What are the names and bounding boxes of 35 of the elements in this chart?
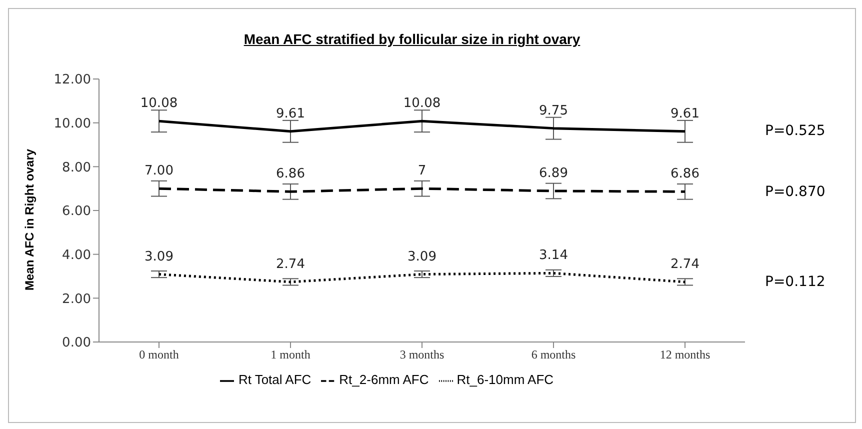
data-label: 3.14	[539, 248, 568, 264]
y-tick-label: 0.00	[62, 336, 91, 351]
data-label: 10.08	[140, 96, 178, 112]
data-label: 6.86	[276, 166, 305, 182]
y-axis-title: Mean AFC in Right ovary	[22, 148, 36, 290]
y-tick-label: 2.00	[62, 292, 91, 307]
x-tick-label: 1 month	[270, 348, 310, 362]
data-label: 9.61	[276, 106, 305, 122]
chart-title: Mean AFC stratified by follicular size in right ovary	[242, 31, 582, 47]
x-tick-label: 3 months	[400, 348, 444, 362]
x-tick-label: 0 month	[139, 348, 179, 362]
data-label: 7.00	[144, 164, 174, 179]
legend-label: Rt Total AFC	[238, 372, 312, 387]
text: P=0.525	[765, 123, 826, 140]
legend-label: Rt_2-6mm AFC	[339, 372, 429, 387]
data-label: 3.09	[408, 249, 436, 264]
data-label: 9.75	[539, 103, 568, 118]
data-label: 3.09	[144, 249, 174, 264]
data-label: 6.89	[539, 166, 568, 181]
data-label: 10.08	[403, 96, 441, 112]
legend-label: Rt_6-10mm AFC	[456, 372, 554, 387]
x-tick-label: 6 months	[531, 348, 576, 362]
y-tick-label: 8.00	[62, 160, 91, 176]
x-tick-label: 12 months	[660, 348, 710, 362]
text: P=0.112	[765, 274, 826, 290]
text: P=0.870	[765, 184, 826, 200]
data-label: 2.74	[670, 256, 700, 272]
data-label: 7	[418, 164, 426, 179]
y-tick-label: 6.00	[62, 204, 91, 220]
data-label: 9.61	[670, 106, 700, 122]
data-label: 2.74	[276, 256, 305, 272]
y-tick-label: 10.00	[54, 116, 91, 132]
data-label: 6.86	[670, 166, 700, 182]
y-tick-label: 4.00	[62, 248, 91, 263]
y-tick-label: 12.00	[54, 72, 91, 88]
